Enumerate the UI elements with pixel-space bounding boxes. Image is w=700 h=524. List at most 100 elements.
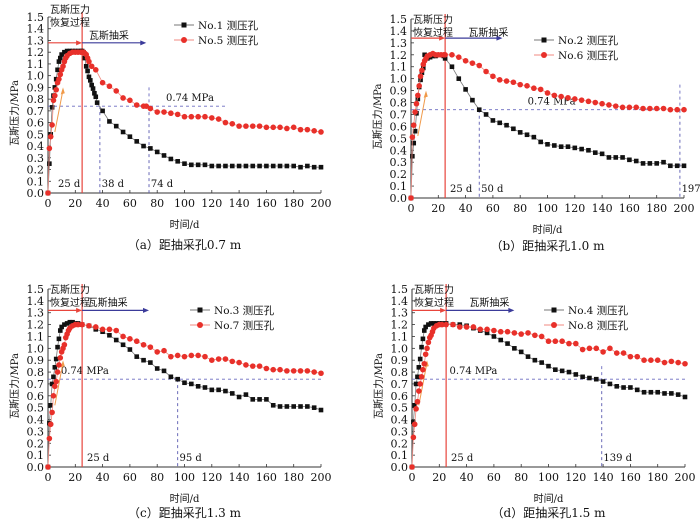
data-point-circle [161, 109, 167, 115]
legend-label: No.3 测压孔 [214, 304, 275, 317]
data-point-circle [47, 421, 54, 428]
x-axis-label: 时间/d [533, 223, 563, 236]
data-point-circle [256, 123, 263, 129]
panel-caption: （b）距抽采孔1.0 m [491, 239, 606, 253]
data-point-square [559, 368, 565, 374]
data-point-square [264, 397, 269, 402]
data-point-circle [168, 353, 174, 360]
x-tick-label: 180 [647, 471, 668, 484]
data-point-circle [408, 195, 414, 201]
data-point-circle [641, 357, 647, 364]
data-point-square [463, 87, 468, 92]
data-point-square [579, 146, 584, 152]
rising-trend-arrow [54, 362, 64, 406]
data-point-circle [419, 67, 425, 74]
data-point-square [573, 372, 579, 377]
data-point-circle [215, 356, 222, 362]
x-tick-label: 20 [431, 202, 445, 215]
legend-marker-circle [181, 37, 187, 43]
x-tick-label: 120 [201, 197, 222, 210]
data-point-square [56, 336, 62, 342]
x-tick-label: 180 [646, 202, 667, 215]
data-point-square [57, 328, 63, 333]
data-point-square [67, 319, 73, 325]
data-point-circle [490, 73, 496, 80]
data-point-circle [668, 358, 675, 365]
data-point-circle [92, 324, 99, 330]
data-point-square [511, 126, 516, 132]
day-marker-label: 25 d [87, 453, 110, 464]
data-point-square [566, 369, 572, 375]
data-point-square [640, 161, 646, 166]
y-tick-label: 0.3 [27, 152, 45, 165]
data-point-square [250, 397, 256, 402]
data-point-circle [442, 52, 448, 58]
day-marker-label: 38 d [102, 179, 125, 190]
x-tick-label: 180 [283, 471, 304, 484]
y-tick-label: 0.7 [27, 105, 45, 118]
chart-panel-d: 0.00.10.20.30.40.50.60.70.80.91.01.11.21… [372, 283, 696, 520]
data-point-circle [236, 123, 242, 129]
y-tick-label: 1.1 [390, 61, 408, 74]
data-point-circle [593, 345, 600, 352]
data-point-circle [277, 366, 283, 373]
data-point-circle [133, 338, 140, 345]
data-point-circle [181, 353, 188, 360]
data-point-square [422, 52, 427, 58]
data-point-circle [311, 369, 317, 375]
data-point-square [558, 144, 564, 149]
data-point-circle [154, 349, 160, 355]
extraction-arrowhead [508, 307, 515, 313]
data-point-square [497, 120, 503, 126]
data-point-square [55, 67, 60, 73]
series-circle-1 [45, 321, 324, 470]
x-tick-label: 160 [620, 471, 641, 484]
y-tick-label: 0.5 [391, 402, 409, 415]
series-line [410, 53, 684, 199]
data-point-square [127, 134, 133, 139]
extraction-phase-label: 瓦斯抽采 [469, 296, 509, 309]
data-point-square [420, 336, 426, 342]
data-point-square [647, 161, 653, 166]
data-point-circle [106, 326, 113, 333]
data-point-square [411, 140, 417, 146]
legend-marker-square [197, 307, 203, 313]
data-point-square [264, 163, 269, 169]
data-point-circle [422, 351, 429, 358]
data-point-circle [127, 97, 133, 104]
y-tick-label: 1.2 [391, 319, 409, 332]
data-point-circle [284, 368, 290, 374]
data-point-square [216, 163, 221, 169]
data-point-circle [613, 350, 620, 356]
x-tick-label: 140 [593, 471, 614, 484]
data-point-square [49, 381, 55, 387]
y-tick-label: 1.0 [27, 70, 45, 83]
data-point-circle [304, 126, 311, 133]
y-tick-label: 0.2 [390, 168, 408, 181]
data-point-circle [86, 58, 92, 65]
data-point-square [62, 49, 67, 55]
data-point-circle [277, 124, 283, 131]
data-point-circle [161, 347, 167, 354]
legend-marker-square [181, 22, 187, 28]
x-tick-label: 60 [123, 471, 137, 484]
data-point-circle [263, 124, 270, 131]
recovery-phase-label-1: 瓦斯压力 [414, 283, 454, 296]
recovery-phase-label-2: 恢复过程 [413, 26, 453, 39]
data-point-circle [566, 340, 572, 347]
data-point-circle [504, 328, 511, 335]
data-point-square [291, 163, 296, 169]
data-point-circle [491, 327, 497, 334]
data-point-circle [648, 357, 654, 364]
day-marker-label: 74 d [151, 179, 174, 190]
data-point-square [277, 163, 283, 169]
data-point-square [470, 97, 475, 103]
y-tick-label: 0.3 [391, 425, 409, 438]
data-point-square [51, 374, 56, 380]
data-point-circle [653, 105, 660, 112]
y-tick-label: 1.2 [27, 46, 45, 59]
data-point-square [52, 365, 58, 370]
data-point-square [57, 55, 63, 61]
data-point-circle [209, 357, 215, 364]
y-tick-label: 0.7 [391, 378, 409, 391]
